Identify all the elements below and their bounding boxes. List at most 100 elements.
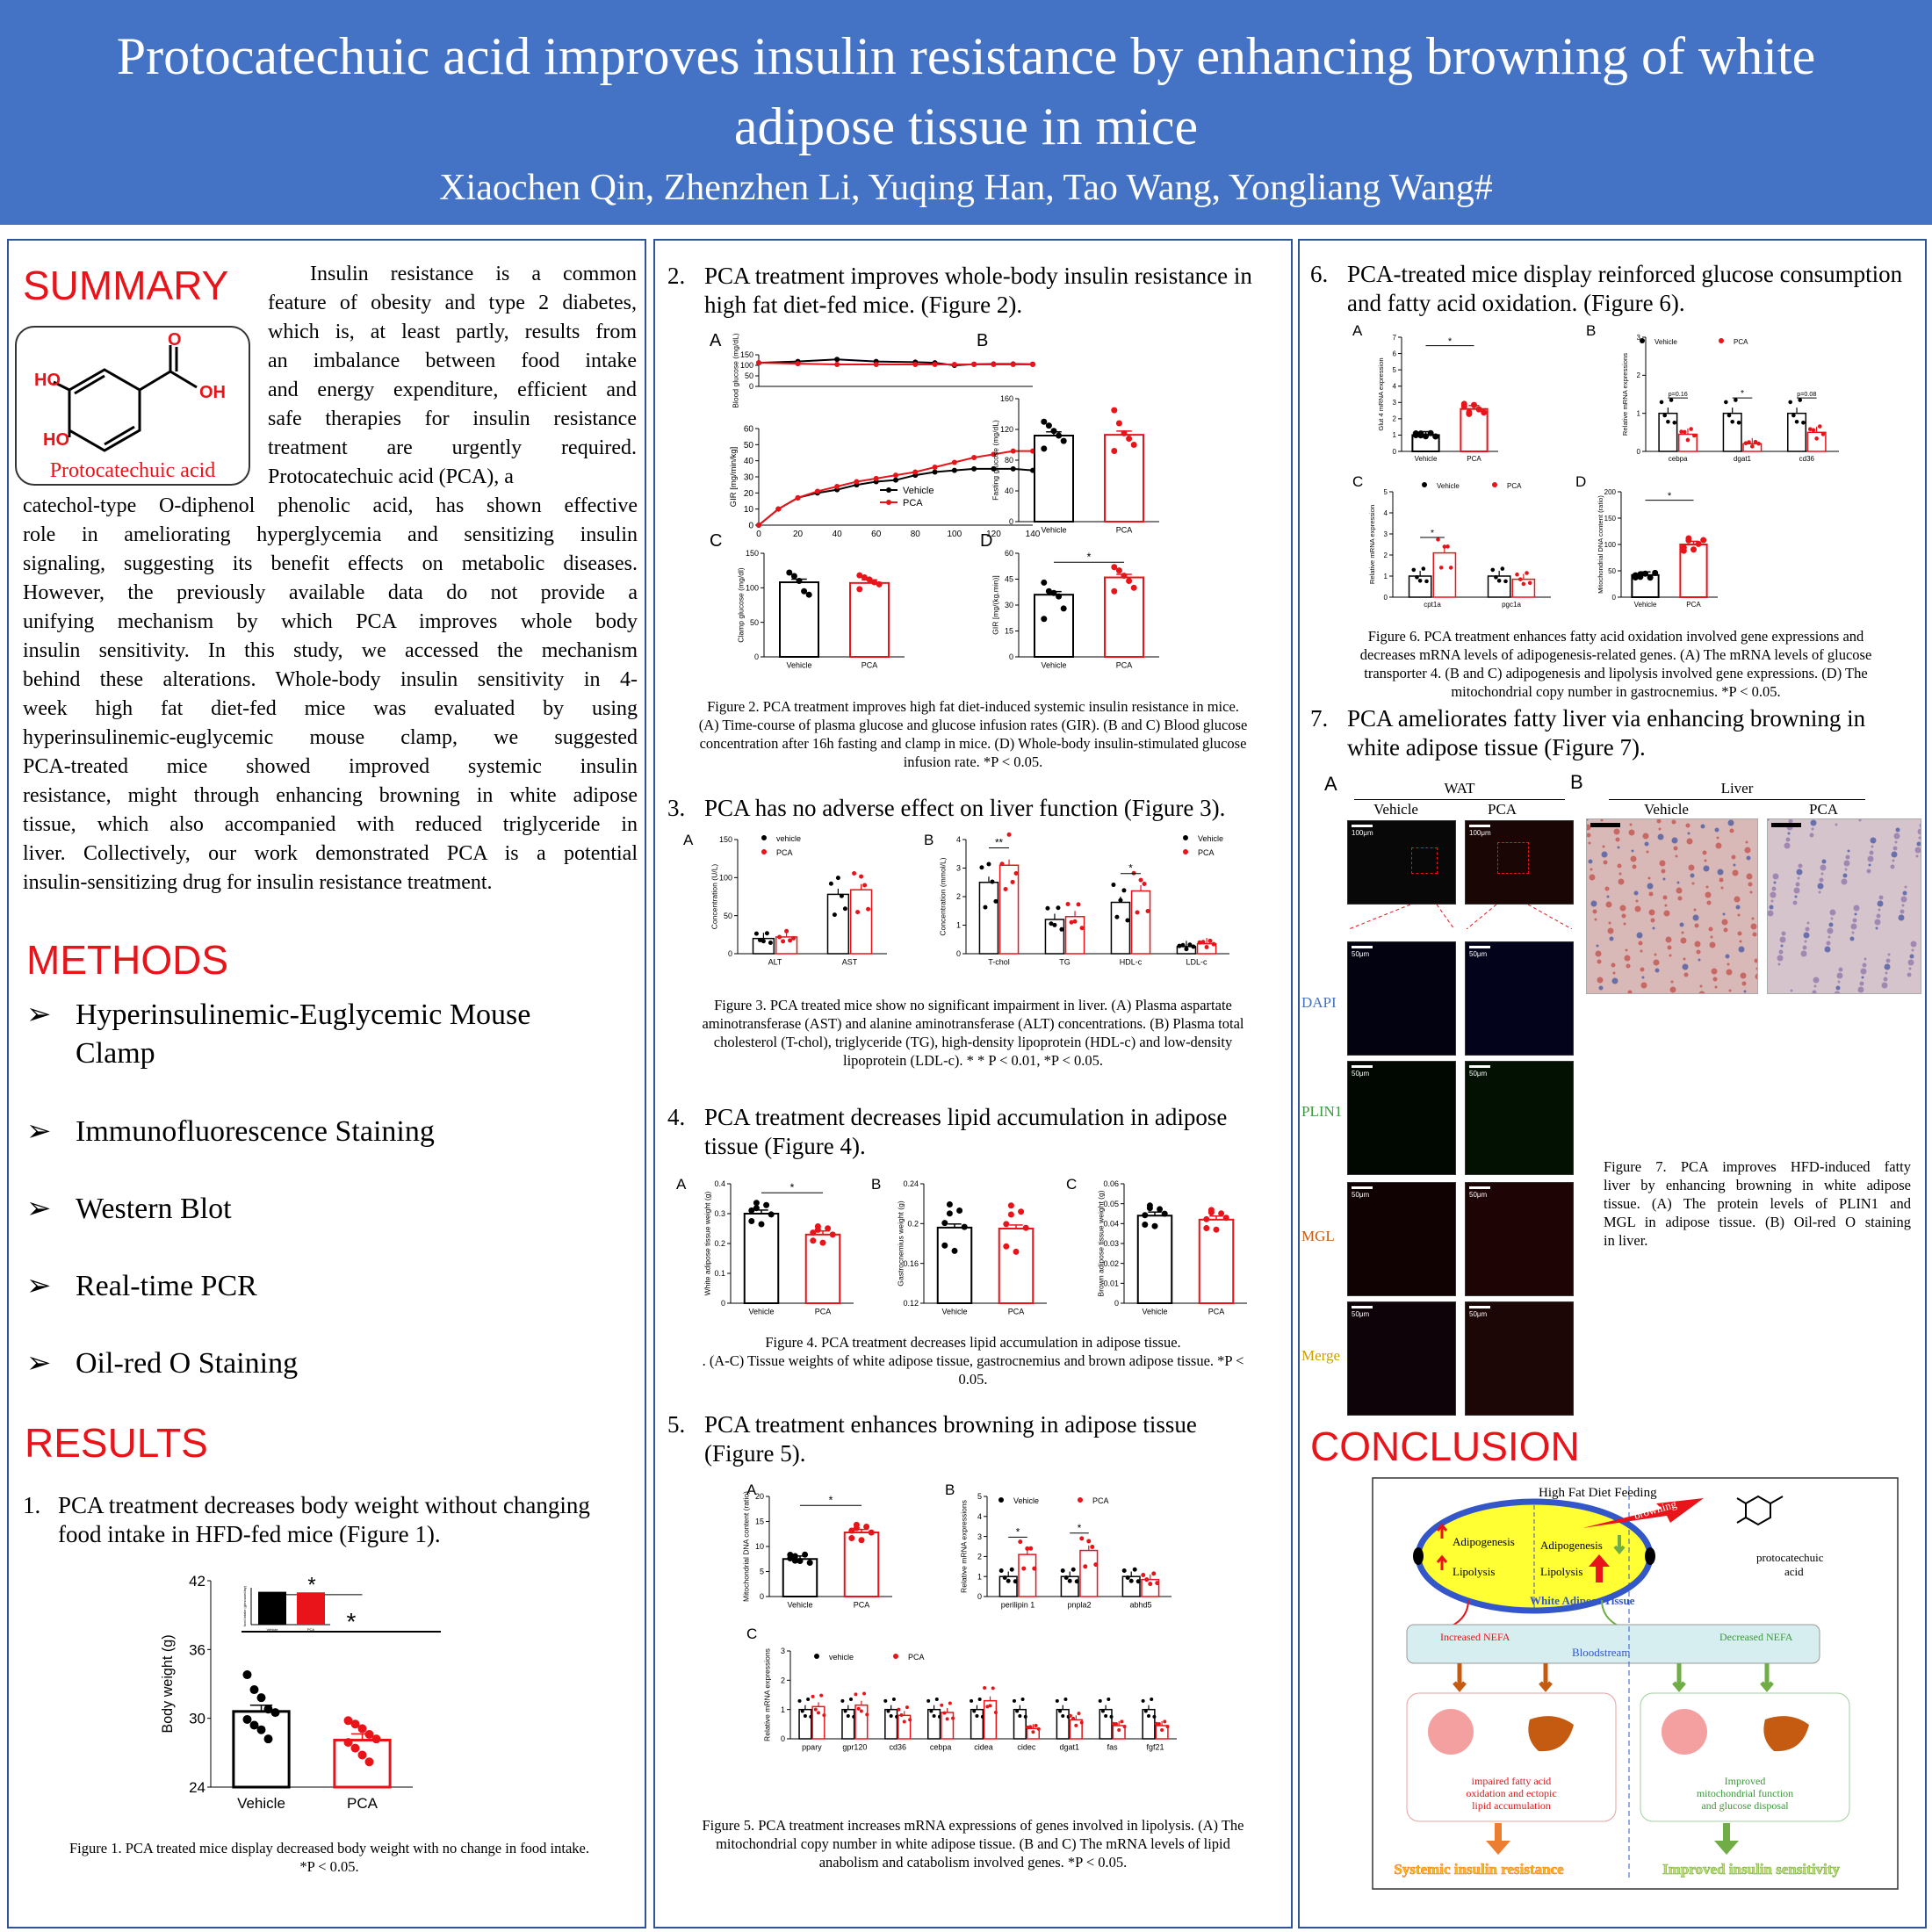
data-point <box>810 1237 817 1244</box>
text-line: safe therapies for insulin resistance <box>268 407 637 430</box>
data-point <box>842 906 847 912</box>
decreased-nefa-label: Decreased NEFA <box>1719 1631 1793 1643</box>
stain-dot <box>1662 877 1666 881</box>
data-point <box>1018 1539 1023 1545</box>
y-tick-label: 0 <box>1612 594 1617 602</box>
x-tick-label: PCA <box>1116 661 1133 670</box>
text-line: feature of obesity and type 2 diabetes, <box>268 292 637 314</box>
data-point <box>350 1719 360 1729</box>
liver-vehicle-label: Vehicle <box>1644 801 1689 818</box>
data-point <box>1012 1698 1016 1703</box>
stain-dot <box>1771 886 1777 891</box>
stain-dot <box>1746 855 1751 861</box>
data-point <box>249 1685 259 1695</box>
y-tick-label: 0.1 <box>714 1269 725 1278</box>
data-point <box>1666 419 1670 424</box>
stain-dot <box>1683 957 1686 961</box>
stain-dot <box>1893 833 1900 840</box>
data-point <box>1059 926 1064 932</box>
stain-dot <box>1664 904 1668 907</box>
x-tick-label: PCA <box>861 661 878 670</box>
data-point <box>858 1537 865 1544</box>
y-tick-label: 150 <box>746 549 759 558</box>
stain-dot <box>1891 851 1898 858</box>
data-point <box>951 467 957 473</box>
bar <box>804 1233 841 1304</box>
x-tick-label: pnpla2 <box>1067 1601 1091 1610</box>
stain-dot <box>1749 890 1753 894</box>
data-point <box>1098 1698 1102 1703</box>
bar <box>884 1708 898 1740</box>
stain-dot <box>1755 967 1757 970</box>
legend-label: PCA <box>1092 1496 1109 1505</box>
y-tick-label: 45 <box>1005 575 1013 584</box>
data-point <box>1050 589 1057 596</box>
stain-dot <box>1588 841 1591 845</box>
y-tick-label: 1 <box>1393 431 1397 439</box>
legend-marker <box>1492 482 1497 487</box>
stain-dot <box>1827 927 1834 934</box>
y-tick-label: 50 <box>750 618 759 627</box>
stain-dot <box>1878 908 1881 912</box>
x-tick-label: Vehicle <box>1142 1308 1167 1316</box>
stain-dot <box>1682 963 1689 970</box>
data-point <box>753 931 759 936</box>
stain-dot <box>1714 827 1719 833</box>
stain-dot <box>1698 958 1701 962</box>
y-tick-label: 0 <box>749 382 753 391</box>
data-point <box>883 1698 888 1703</box>
data-point <box>1791 413 1796 418</box>
data-point <box>814 1222 821 1229</box>
panel-label: B <box>871 1176 881 1193</box>
column-left <box>7 239 646 1928</box>
text-line: anabolism and catabolism involved genes.… <box>818 1854 1128 1871</box>
y-tick-label: 2 <box>781 1676 785 1684</box>
text-line: role in ameliorating hyperglycemia and s… <box>23 523 638 546</box>
up-arrow-icon <box>1436 1554 1448 1570</box>
data-point <box>979 865 984 870</box>
stain-dot <box>1755 973 1757 980</box>
data-point <box>1010 465 1016 472</box>
y-tick-label: 50 <box>1608 567 1616 575</box>
data-point <box>1121 888 1127 893</box>
data-point <box>1734 398 1738 402</box>
legend-label: vehicle <box>829 1653 854 1662</box>
down-arrow-icon <box>1760 1663 1774 1692</box>
data-point <box>343 1716 353 1726</box>
data-point <box>1208 1207 1215 1214</box>
y-axis-label: Relative mRNA expressions <box>1621 353 1629 436</box>
bar <box>1142 1708 1156 1740</box>
y-tick-label: 0.2 <box>907 1219 919 1228</box>
data-point <box>834 362 840 368</box>
liver-rule <box>1609 799 1865 800</box>
data-point <box>797 1558 804 1565</box>
data-point <box>1160 1727 1164 1732</box>
conclusion-heading: CONCLUSION <box>1310 1424 1580 1469</box>
stain-dot <box>1777 955 1784 962</box>
data-point <box>1423 433 1429 440</box>
down-arrow-icon <box>1453 1663 1467 1692</box>
panel-label: A <box>710 331 722 350</box>
stain-dot <box>1621 913 1626 919</box>
data-point <box>829 1231 836 1238</box>
data-point <box>1093 1562 1099 1568</box>
liver-label: Liver <box>1720 780 1754 797</box>
bar <box>779 581 819 659</box>
text-line: insulin-sensitizing drug for insulin res… <box>23 871 493 894</box>
bar <box>1104 434 1144 523</box>
panel-b-label: B <box>1570 771 1583 793</box>
data-point <box>856 1706 861 1711</box>
stain-dot <box>1640 982 1647 989</box>
wat-label: WAT <box>1444 780 1475 797</box>
stain-dot <box>1612 971 1616 975</box>
x-tick-label: abhd5 <box>1129 1601 1151 1610</box>
data-point <box>803 1714 807 1719</box>
data-point <box>853 1521 860 1528</box>
y-tick-label: 2 <box>1393 415 1397 423</box>
data-point <box>1111 448 1118 454</box>
mgl-label: MGL <box>1301 1228 1335 1244</box>
stain-dot <box>1600 819 1604 822</box>
data-point <box>941 1220 948 1227</box>
stain-dot <box>1800 950 1807 957</box>
y-tick-label: 40 <box>744 457 754 466</box>
